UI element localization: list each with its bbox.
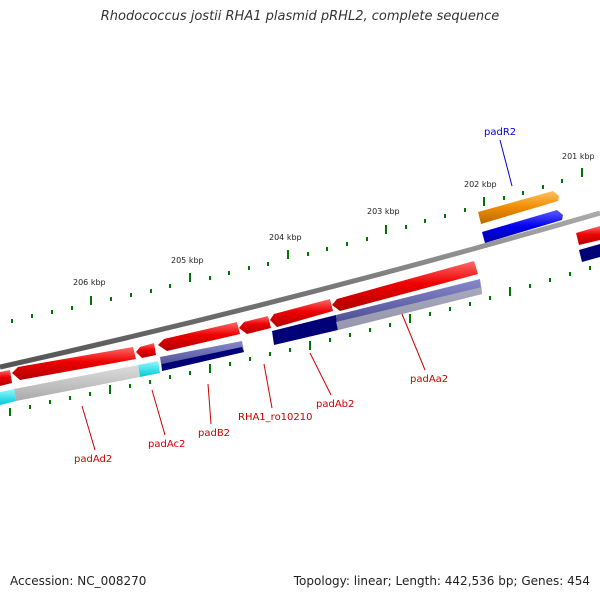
upper-feature-track (478, 191, 600, 245)
kbp-labels: 201 kbp 202 kbp 203 kbp 204 kbp 205 kbp … (73, 152, 595, 287)
gene-arrow-dark-right[interactable] (579, 244, 600, 262)
map-title: Rhodococcus jostii RHA1 plasmid pRHL2, c… (100, 9, 500, 24)
gene-label-padAc2[interactable]: padAc2 (148, 439, 185, 450)
gene-arrow-padR2[interactable] (482, 210, 563, 243)
match-cyan-left[interactable] (0, 389, 16, 405)
gene-label-padB2[interactable]: padB2 (198, 428, 230, 439)
kbp-label-202: 202 kbp (464, 180, 497, 189)
match-light-long[interactable] (14, 365, 140, 401)
kbp-label-203: 203 kbp (367, 207, 400, 216)
gene-label-padAa2[interactable]: padAa2 (410, 374, 448, 385)
cds-arrow-padB2[interactable] (158, 322, 240, 351)
match-cyan-block[interactable] (138, 361, 160, 377)
gene-arrow-right-edge[interactable] (576, 226, 600, 245)
cds-arrow-track (0, 261, 478, 386)
gene-label-padAd2[interactable]: padAd2 (74, 454, 112, 465)
tick-row-upper (11, 168, 583, 323)
topology-text: Topology: linear; Length: 442,536 bp; Ge… (293, 574, 590, 588)
genome-backbone (0, 210, 600, 370)
cds-arrow-padAa2[interactable] (332, 261, 478, 311)
match-light-block[interactable] (336, 287, 482, 330)
label-leaders (81, 139, 513, 451)
cds-arrow-left-edge[interactable] (0, 370, 12, 386)
gene-arrow-regulator[interactable] (478, 191, 559, 224)
match-padB2-dark[interactable] (162, 347, 244, 371)
cds-arrow-RHA1_ro10210[interactable] (239, 316, 271, 334)
kbp-label-205: 205 kbp (171, 256, 204, 265)
gene-labels: padR2 padAa2 padAb2 RHA1_ro10210 padB2 p… (74, 127, 516, 465)
accession-text: Accession: NC_008270 (10, 574, 147, 588)
cds-arrow-padAc2[interactable] (136, 343, 156, 358)
gene-label-padR2[interactable]: padR2 (484, 127, 516, 138)
match-dark-block[interactable] (272, 315, 338, 345)
cds-arrow-padAd2[interactable] (12, 347, 136, 380)
forward-gene-track (482, 210, 600, 262)
tick-row-lower (9, 266, 591, 416)
match-track (0, 279, 482, 405)
kbp-label-204: 204 kbp (269, 233, 302, 242)
gene-label-padAb2[interactable]: padAb2 (316, 399, 354, 410)
cds-arrow-padAb2[interactable] (270, 299, 333, 327)
kbp-label-201: 201 kbp (562, 152, 595, 161)
gene-label-RHA1_ro10210[interactable]: RHA1_ro10210 (238, 412, 313, 423)
kbp-label-206: 206 kbp (73, 278, 106, 287)
